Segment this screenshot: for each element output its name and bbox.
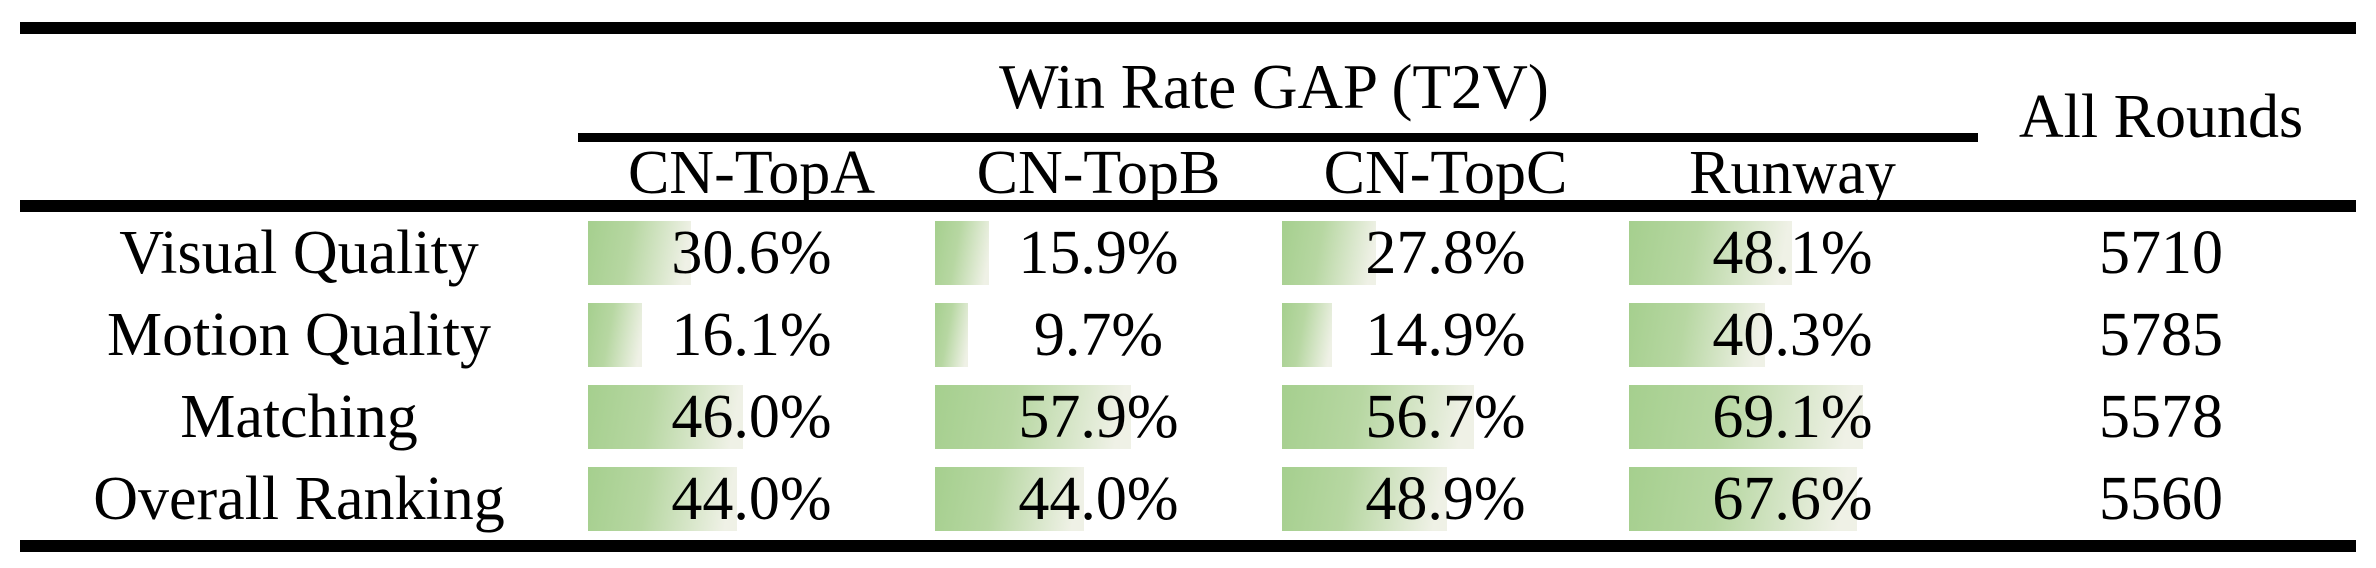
bar-track xyxy=(935,303,1273,367)
bar-track xyxy=(588,303,926,367)
column-header-cn-topa: CN-TopA xyxy=(627,139,876,207)
value-cell: 56.7% xyxy=(1272,376,1619,458)
bar-track xyxy=(1629,303,1967,367)
value-text: 27.8% xyxy=(1365,218,1526,287)
value-bar xyxy=(1282,303,1333,367)
bar-track xyxy=(588,221,926,285)
column-headers: CN-TopA CN-TopB CN-TopC Runway xyxy=(578,139,1966,207)
value-text: 14.9% xyxy=(1365,300,1526,369)
all-rounds-cell: 5785 xyxy=(2099,300,2223,369)
value-text: 69.1% xyxy=(1712,382,1873,451)
value-bar xyxy=(1629,467,1858,531)
value-bar xyxy=(1282,467,1448,531)
bar-track xyxy=(1282,385,1620,449)
value-cell: 48.1% xyxy=(1619,212,1966,294)
bar-track xyxy=(1282,467,1620,531)
bar-track xyxy=(588,467,926,531)
value-cell: 15.9% xyxy=(925,212,1272,294)
header-divider-rule xyxy=(20,200,2356,212)
value-text: 44.0% xyxy=(671,464,832,533)
bar-track xyxy=(1629,221,1967,285)
value-bar xyxy=(588,303,643,367)
column-header-cn-topc: CN-TopC xyxy=(1323,139,1568,207)
win-rate-gap-table: Win Rate GAP (T2V) CN-TopA CN-TopB CN-To… xyxy=(20,22,2356,552)
value-cell: 16.1% xyxy=(578,294,925,376)
value-text: 15.9% xyxy=(1018,218,1179,287)
value-text: 67.6% xyxy=(1712,464,1873,533)
bar-track xyxy=(935,467,1273,531)
value-cell: 69.1% xyxy=(1619,376,1966,458)
bar-track xyxy=(588,385,926,449)
value-cell: 30.6% xyxy=(578,212,925,294)
table-row-motion-quality: Motion Quality 16.1% 9.7% 14.9% 40.3% 57… xyxy=(20,294,2356,376)
all-rounds-cell: 5578 xyxy=(2099,382,2223,451)
value-bar xyxy=(935,221,989,285)
table-header: Win Rate GAP (T2V) CN-TopA CN-TopB CN-To… xyxy=(20,34,2356,207)
all-rounds-cell: 5560 xyxy=(2099,464,2223,533)
value-bar xyxy=(588,221,692,285)
value-text: 30.6% xyxy=(671,218,832,287)
row-label: Matching xyxy=(180,382,418,451)
value-bar xyxy=(935,385,1131,449)
bar-track xyxy=(1629,467,1967,531)
value-text: 44.0% xyxy=(1018,464,1179,533)
table-body: Visual Quality 30.6% 15.9% 27.8% 48.1% 5… xyxy=(20,212,2356,540)
all-rounds-cell: 5710 xyxy=(2099,218,2223,287)
column-header-runway: Runway xyxy=(1689,139,1896,207)
value-bar xyxy=(935,303,968,367)
value-cell: 44.0% xyxy=(578,458,925,540)
table-row-matching: Matching 46.0% 57.9% 56.7% 69.1% 5578 xyxy=(20,376,2356,458)
value-bar xyxy=(1282,221,1376,285)
value-bar xyxy=(588,385,744,449)
value-cell: 67.6% xyxy=(1619,458,1966,540)
value-bar xyxy=(1629,221,1792,285)
bar-track xyxy=(1282,221,1620,285)
bar-track xyxy=(1282,303,1620,367)
value-cell: 57.9% xyxy=(925,376,1272,458)
column-header-cn-topb: CN-TopB xyxy=(976,139,1221,207)
value-cell: 44.0% xyxy=(925,458,1272,540)
value-text: 40.3% xyxy=(1712,300,1873,369)
value-text: 16.1% xyxy=(671,300,832,369)
value-cell: 46.0% xyxy=(578,376,925,458)
value-text: 56.7% xyxy=(1365,382,1526,451)
value-text: 46.0% xyxy=(671,382,832,451)
value-bar xyxy=(1282,385,1474,449)
table-row-visual-quality: Visual Quality 30.6% 15.9% 27.8% 48.1% 5… xyxy=(20,212,2356,294)
row-label: Visual Quality xyxy=(119,218,479,287)
value-bar xyxy=(1629,385,1863,449)
value-text: 48.1% xyxy=(1712,218,1873,287)
group-header-underline xyxy=(578,133,1978,142)
value-cell: 9.7% xyxy=(925,294,1272,376)
value-bar xyxy=(935,467,1084,531)
value-bar xyxy=(588,467,737,531)
bottom-rule xyxy=(20,540,2356,552)
group-header-title: Win Rate GAP (T2V) xyxy=(999,52,1549,122)
row-label: Motion Quality xyxy=(106,300,492,369)
top-rule xyxy=(20,22,2356,34)
bar-track xyxy=(935,221,1273,285)
table-row-overall-ranking: Overall Ranking 44.0% 44.0% 48.9% 67.6% … xyxy=(20,458,2356,540)
value-cell: 48.9% xyxy=(1272,458,1619,540)
value-cell: 27.8% xyxy=(1272,212,1619,294)
bar-track xyxy=(935,385,1273,449)
column-header-all-rounds: All Rounds xyxy=(2018,82,2304,151)
value-text: 57.9% xyxy=(1018,382,1179,451)
value-bar xyxy=(1629,303,1766,367)
value-cell: 14.9% xyxy=(1272,294,1619,376)
row-label: Overall Ranking xyxy=(93,464,505,533)
value-text: 9.7% xyxy=(1033,300,1164,369)
value-text: 48.9% xyxy=(1365,464,1526,533)
value-cell: 40.3% xyxy=(1619,294,1966,376)
bar-track xyxy=(1629,385,1967,449)
